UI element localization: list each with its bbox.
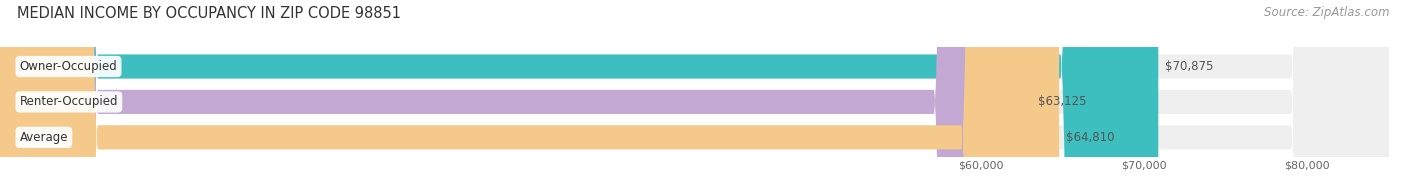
Text: Average: Average (20, 131, 67, 144)
Text: Renter-Occupied: Renter-Occupied (20, 95, 118, 108)
FancyBboxPatch shape (0, 0, 1159, 196)
Text: $64,810: $64,810 (1066, 131, 1114, 144)
FancyBboxPatch shape (0, 0, 1032, 196)
Text: Source: ZipAtlas.com: Source: ZipAtlas.com (1264, 6, 1389, 19)
FancyBboxPatch shape (0, 0, 1059, 196)
Text: $63,125: $63,125 (1038, 95, 1087, 108)
Text: Owner-Occupied: Owner-Occupied (20, 60, 117, 73)
Text: $70,875: $70,875 (1164, 60, 1213, 73)
Text: MEDIAN INCOME BY OCCUPANCY IN ZIP CODE 98851: MEDIAN INCOME BY OCCUPANCY IN ZIP CODE 9… (17, 6, 401, 21)
